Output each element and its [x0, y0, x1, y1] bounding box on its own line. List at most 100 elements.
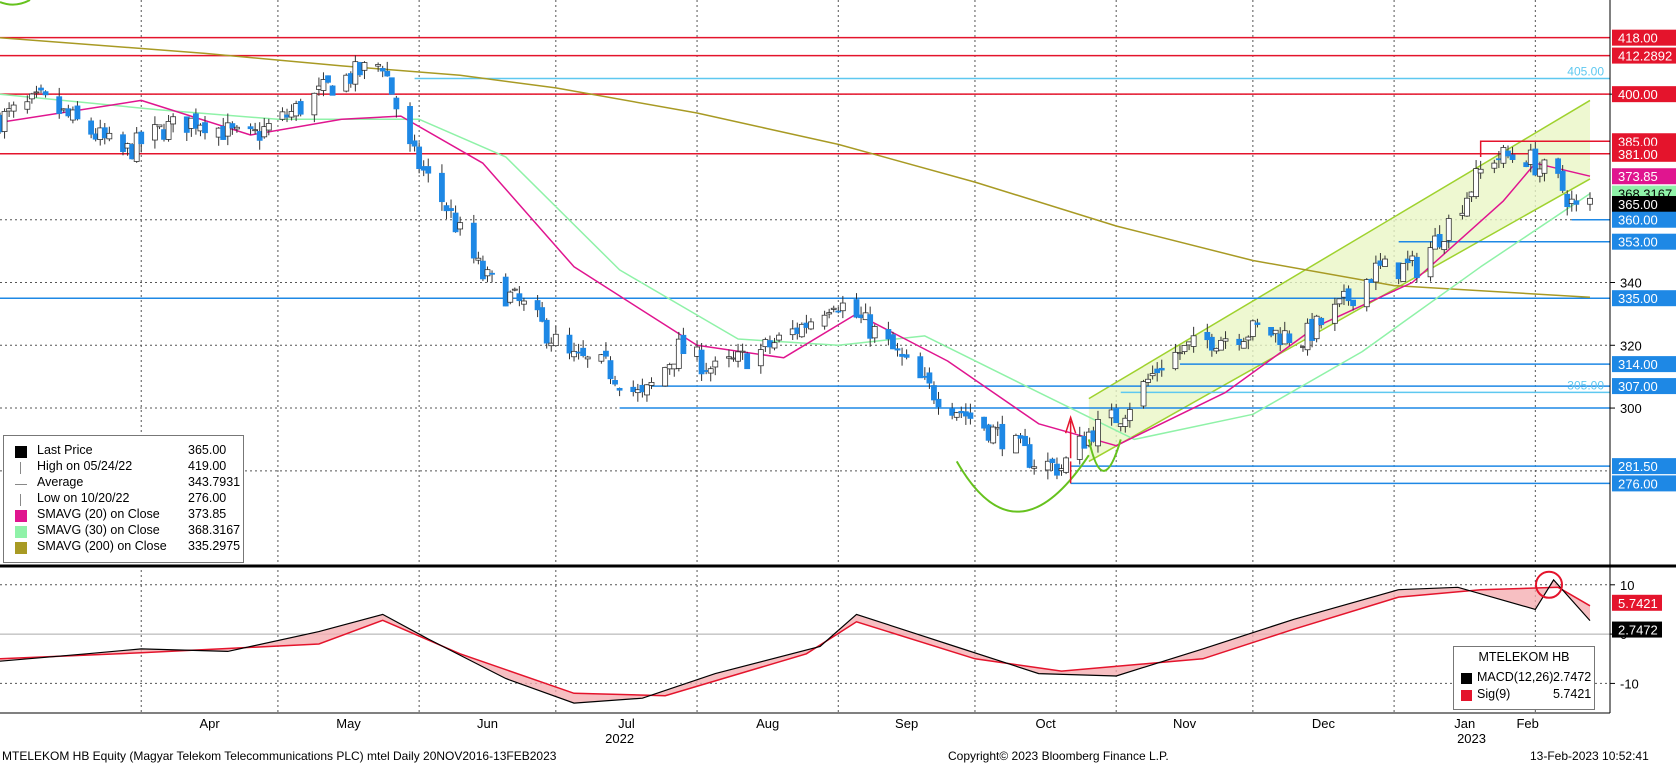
price-tick-label: 340	[1620, 276, 1642, 291]
month-tick-label: Jun	[477, 716, 498, 731]
candle-body	[502, 276, 509, 307]
candle-body	[808, 321, 814, 330]
candle-body	[566, 334, 573, 354]
sma200-line	[0, 36, 1591, 299]
price-label-text: 281.50	[1618, 459, 1658, 474]
candle-body	[1286, 333, 1293, 344]
candle-body	[871, 326, 878, 339]
macd-legend-row: MACD(12,26) 2.7472	[1461, 670, 1591, 686]
candle-body	[1154, 368, 1161, 374]
candle-body	[297, 101, 304, 115]
candle-body	[229, 123, 236, 129]
axis-layer: Apr May Jun Jul Aug Sep Oct Nov Dec Jan Feb 2022 202…	[0, 0, 1676, 746]
month-tick-label: Oct	[1035, 716, 1056, 731]
legend-row: SMAVG (200) on Close 335.2975	[4, 539, 243, 555]
candle-body	[1204, 332, 1211, 341]
signal-line	[0, 586, 1591, 697]
candle-body	[821, 314, 828, 327]
right-axis-price-label: 307.00	[1612, 378, 1676, 395]
candle-body	[1313, 315, 1320, 340]
month-tick-label: Aug	[756, 716, 779, 731]
candle-body	[726, 356, 732, 359]
legend-label: Average	[37, 475, 84, 489]
candle-body	[830, 307, 837, 310]
year-tick-label: 2023	[1457, 731, 1486, 746]
candle-body	[1013, 434, 1019, 454]
cup-curve	[955, 454, 1090, 513]
candle-body	[1318, 317, 1325, 326]
candle-body	[853, 299, 860, 318]
candle-body	[470, 222, 477, 259]
macd-legend-value: 5.7421	[1553, 687, 1592, 701]
month-tick-label: Nov	[1173, 716, 1197, 731]
price-label-text: 400.00	[1618, 87, 1658, 102]
candle-body	[120, 134, 126, 153]
price-label-text: 365.00	[1618, 197, 1658, 212]
candle-body	[156, 124, 163, 128]
legend-swatch	[15, 446, 27, 458]
candle-body	[1505, 150, 1511, 157]
macd-label-bg	[1612, 621, 1662, 638]
legend-value: 365.00	[188, 443, 227, 457]
legend-label: High on 05/24/22	[37, 459, 133, 473]
month-tick-label: Sep	[895, 716, 918, 731]
month-tick-label: Dec	[1312, 716, 1336, 731]
candle-body	[1044, 460, 1051, 471]
footer-security: MTELEKOM HB Equity (Magyar Telekom Telec…	[2, 749, 557, 763]
legend-value: 276.00	[188, 491, 227, 505]
legend-value: 373.85	[188, 507, 227, 521]
right-axis-price-label: 314.00	[1612, 356, 1676, 373]
candle-body	[1254, 322, 1261, 325]
candle-body	[1240, 341, 1247, 349]
candle-body	[953, 412, 960, 418]
legend-row: Low on 10/20/22 276.00	[4, 491, 243, 507]
price-label-text: 335.00	[1618, 291, 1658, 306]
candle-body	[776, 334, 782, 341]
corner-curve	[0, 0, 31, 6]
candle-body	[1049, 458, 1056, 464]
legend-label: Low on 10/20/22	[37, 491, 130, 505]
macd-axis-label: 2.7472	[1612, 621, 1662, 638]
candle-body	[388, 77, 395, 95]
price-label-text: 307.00	[1618, 379, 1658, 394]
candle-body	[1145, 378, 1151, 383]
candle-body	[571, 350, 577, 358]
candle-body	[74, 105, 81, 120]
macd-tick-label: 10	[1620, 578, 1634, 593]
right-axis-price-label: 373.85	[1612, 168, 1676, 185]
candle-body	[234, 126, 240, 130]
price-label-bg	[1612, 29, 1676, 46]
legend-swatch	[20, 494, 27, 506]
candle-body	[534, 300, 541, 311]
channel-upper-line	[1088, 99, 1591, 400]
candle-body	[165, 121, 172, 140]
candle-body	[138, 131, 145, 145]
month-tick-label: May	[336, 716, 361, 731]
month-tick-label: Jul	[618, 716, 635, 731]
annotation-layer	[0, 0, 1610, 513]
candle-body	[1413, 256, 1420, 279]
candle-body	[1149, 373, 1156, 377]
candle-body	[539, 307, 546, 322]
right-axis-price-label: 281.50	[1612, 458, 1676, 475]
candle-body	[489, 272, 495, 275]
candle-body	[1122, 417, 1129, 427]
candle-body	[28, 93, 35, 100]
candle-body	[999, 423, 1006, 450]
legend-value: 335.2975	[188, 539, 241, 553]
legend-label: SMAVG (200) on Close	[37, 539, 167, 553]
legend-row: Average 343.7931	[4, 475, 243, 491]
candle-body	[1177, 352, 1183, 355]
price-label-bg	[1612, 196, 1676, 213]
candle-body	[1208, 336, 1215, 351]
candle-body	[949, 408, 956, 416]
price-label-bg	[1612, 47, 1676, 64]
macd-legend-label: Sig(9)	[1477, 687, 1511, 701]
candle-body	[320, 79, 327, 91]
legend-label: Last Price	[37, 443, 93, 457]
candle-body	[425, 166, 432, 174]
right-axis-price-label: 360.00	[1612, 211, 1676, 228]
candle-body	[1345, 288, 1352, 302]
candle-body	[101, 127, 108, 139]
